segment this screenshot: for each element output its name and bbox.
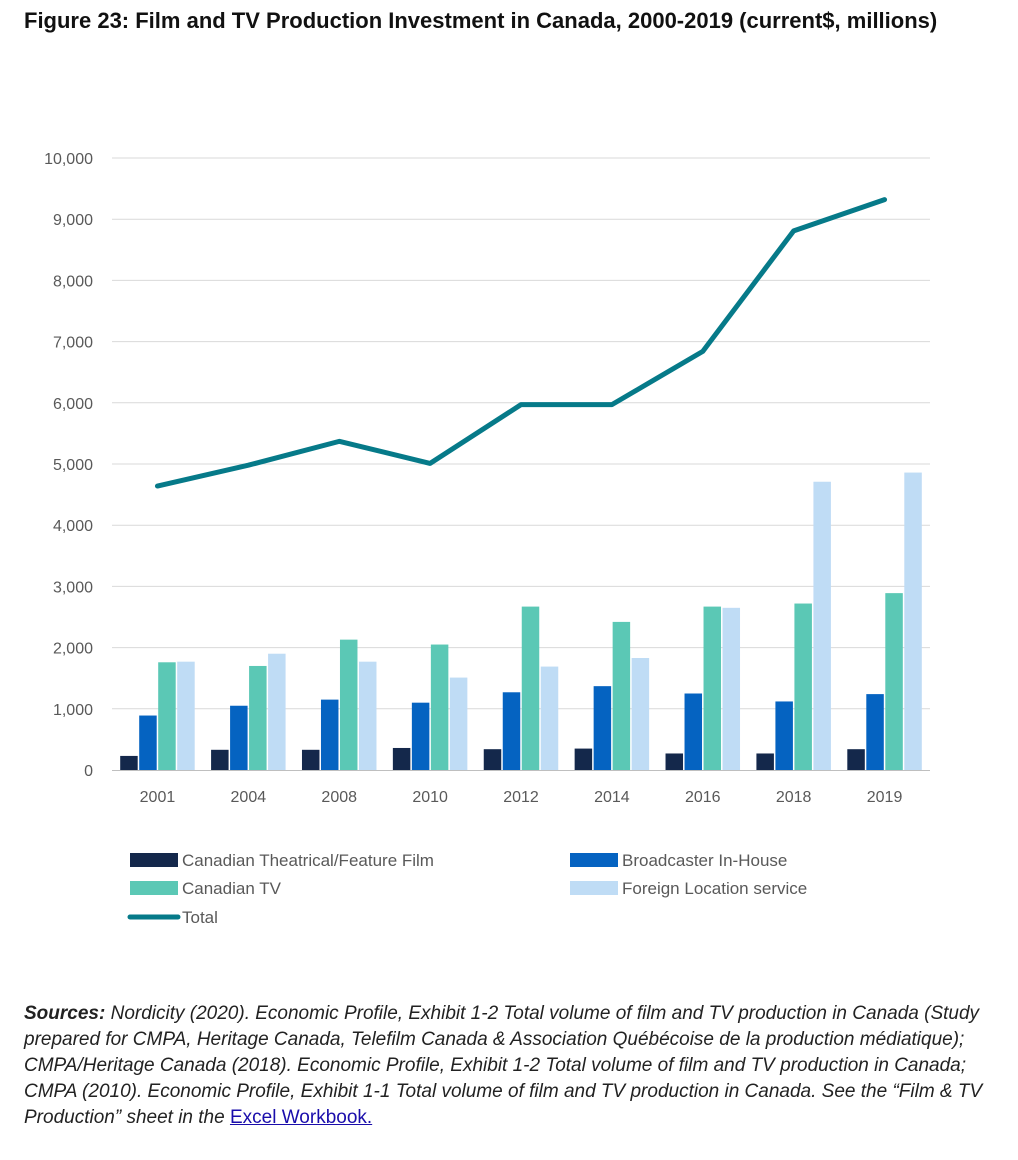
bar xyxy=(430,644,449,770)
bar xyxy=(813,481,831,770)
bar xyxy=(593,686,612,770)
y-tick-label: 1,000 xyxy=(53,702,93,719)
legend-swatch xyxy=(570,881,618,895)
legend-label: Total xyxy=(182,908,218,927)
legend-item: Total xyxy=(127,908,218,927)
x-tick-label: 2018 xyxy=(776,789,812,806)
bar xyxy=(483,749,502,770)
bar xyxy=(521,606,540,770)
bar xyxy=(684,693,703,770)
bar xyxy=(449,677,468,770)
y-tick-label: 5,000 xyxy=(53,457,93,474)
bar xyxy=(320,699,339,770)
x-tick-label: 2004 xyxy=(231,789,267,806)
x-tick-label: 2010 xyxy=(412,789,448,806)
legend-swatch xyxy=(570,853,618,867)
legend-swatch xyxy=(130,853,178,867)
legend-item: Canadian Theatrical/Feature Film xyxy=(130,851,434,870)
legend-label: Foreign Location service xyxy=(622,879,807,898)
bar xyxy=(339,639,358,770)
bar xyxy=(574,748,593,770)
bar xyxy=(540,666,559,770)
x-tick-label: 2008 xyxy=(321,789,357,806)
x-tick-label: 2001 xyxy=(140,789,176,806)
legend-item: Foreign Location service xyxy=(570,879,807,898)
y-tick-label: 2,000 xyxy=(53,641,93,658)
bar xyxy=(703,606,722,770)
bar xyxy=(756,753,774,770)
bar xyxy=(612,621,631,770)
bar xyxy=(268,653,286,770)
total-line xyxy=(154,197,888,489)
y-tick-label: 0 xyxy=(84,763,93,780)
chart-title: Figure 23: Film and TV Production Invest… xyxy=(24,8,938,33)
chart-area: 0 1,000 2,000 3,000 4,000 5,000 6,000 7,000 8,00… xyxy=(44,151,930,927)
bar xyxy=(120,755,138,770)
bar xyxy=(358,661,377,770)
bar xyxy=(866,694,884,770)
legend: Canadian Theatrical/Feature Film Broadcas… xyxy=(127,851,807,927)
bar xyxy=(775,701,793,770)
legend-item: Canadian TV xyxy=(130,879,282,898)
bar xyxy=(392,747,411,770)
bar xyxy=(230,705,248,770)
bar xyxy=(847,749,865,770)
bar xyxy=(211,749,229,770)
bar xyxy=(904,472,922,770)
bar xyxy=(885,593,903,770)
y-axis-tick-labels: 0 1,000 2,000 3,000 4,000 5,000 6,000 7,000 8,00… xyxy=(44,151,93,780)
y-tick-label: 10,000 xyxy=(44,151,93,168)
bar xyxy=(631,658,650,770)
bar xyxy=(411,702,430,770)
bar xyxy=(249,665,267,770)
y-tick-label: 9,000 xyxy=(53,212,93,229)
excel-workbook-link[interactable]: Excel Workbook. xyxy=(229,1107,373,1128)
y-tick-label: 6,000 xyxy=(53,396,93,413)
bars xyxy=(120,472,922,770)
sources-note: Sources: Nordicity (2020). Economic Prof… xyxy=(24,1001,1009,1131)
y-tick-label: 4,000 xyxy=(53,518,93,535)
bar xyxy=(794,603,812,770)
legend-label: Broadcaster In-House xyxy=(622,851,787,870)
legend-label: Canadian TV xyxy=(182,879,282,898)
bar xyxy=(665,753,684,770)
y-tick-label: 8,000 xyxy=(53,273,93,290)
x-tick-label: 2014 xyxy=(594,789,630,806)
y-tick-label: 3,000 xyxy=(53,579,93,596)
sources-text: Nordicity (2020). Economic Profile, Exhi… xyxy=(24,1003,983,1128)
x-tick-label: 2019 xyxy=(867,789,903,806)
bar xyxy=(301,749,320,770)
bar xyxy=(158,662,176,770)
bar xyxy=(502,692,521,770)
y-tick-label: 7,000 xyxy=(53,335,93,352)
bar xyxy=(139,715,157,770)
legend-swatch xyxy=(130,881,178,895)
bar xyxy=(177,661,195,770)
x-axis-tick-labels: 2001 2004 2008 2010 2012 2014 2016 2018 2019 xyxy=(140,789,903,806)
legend-label: Canadian Theatrical/Feature Film xyxy=(182,851,434,870)
total-series-line xyxy=(154,197,888,489)
bar xyxy=(722,607,741,770)
sources-label: Sources: xyxy=(24,1003,106,1024)
x-tick-label: 2012 xyxy=(503,789,539,806)
legend-item: Broadcaster In-House xyxy=(570,851,787,870)
x-tick-label: 2016 xyxy=(685,789,721,806)
